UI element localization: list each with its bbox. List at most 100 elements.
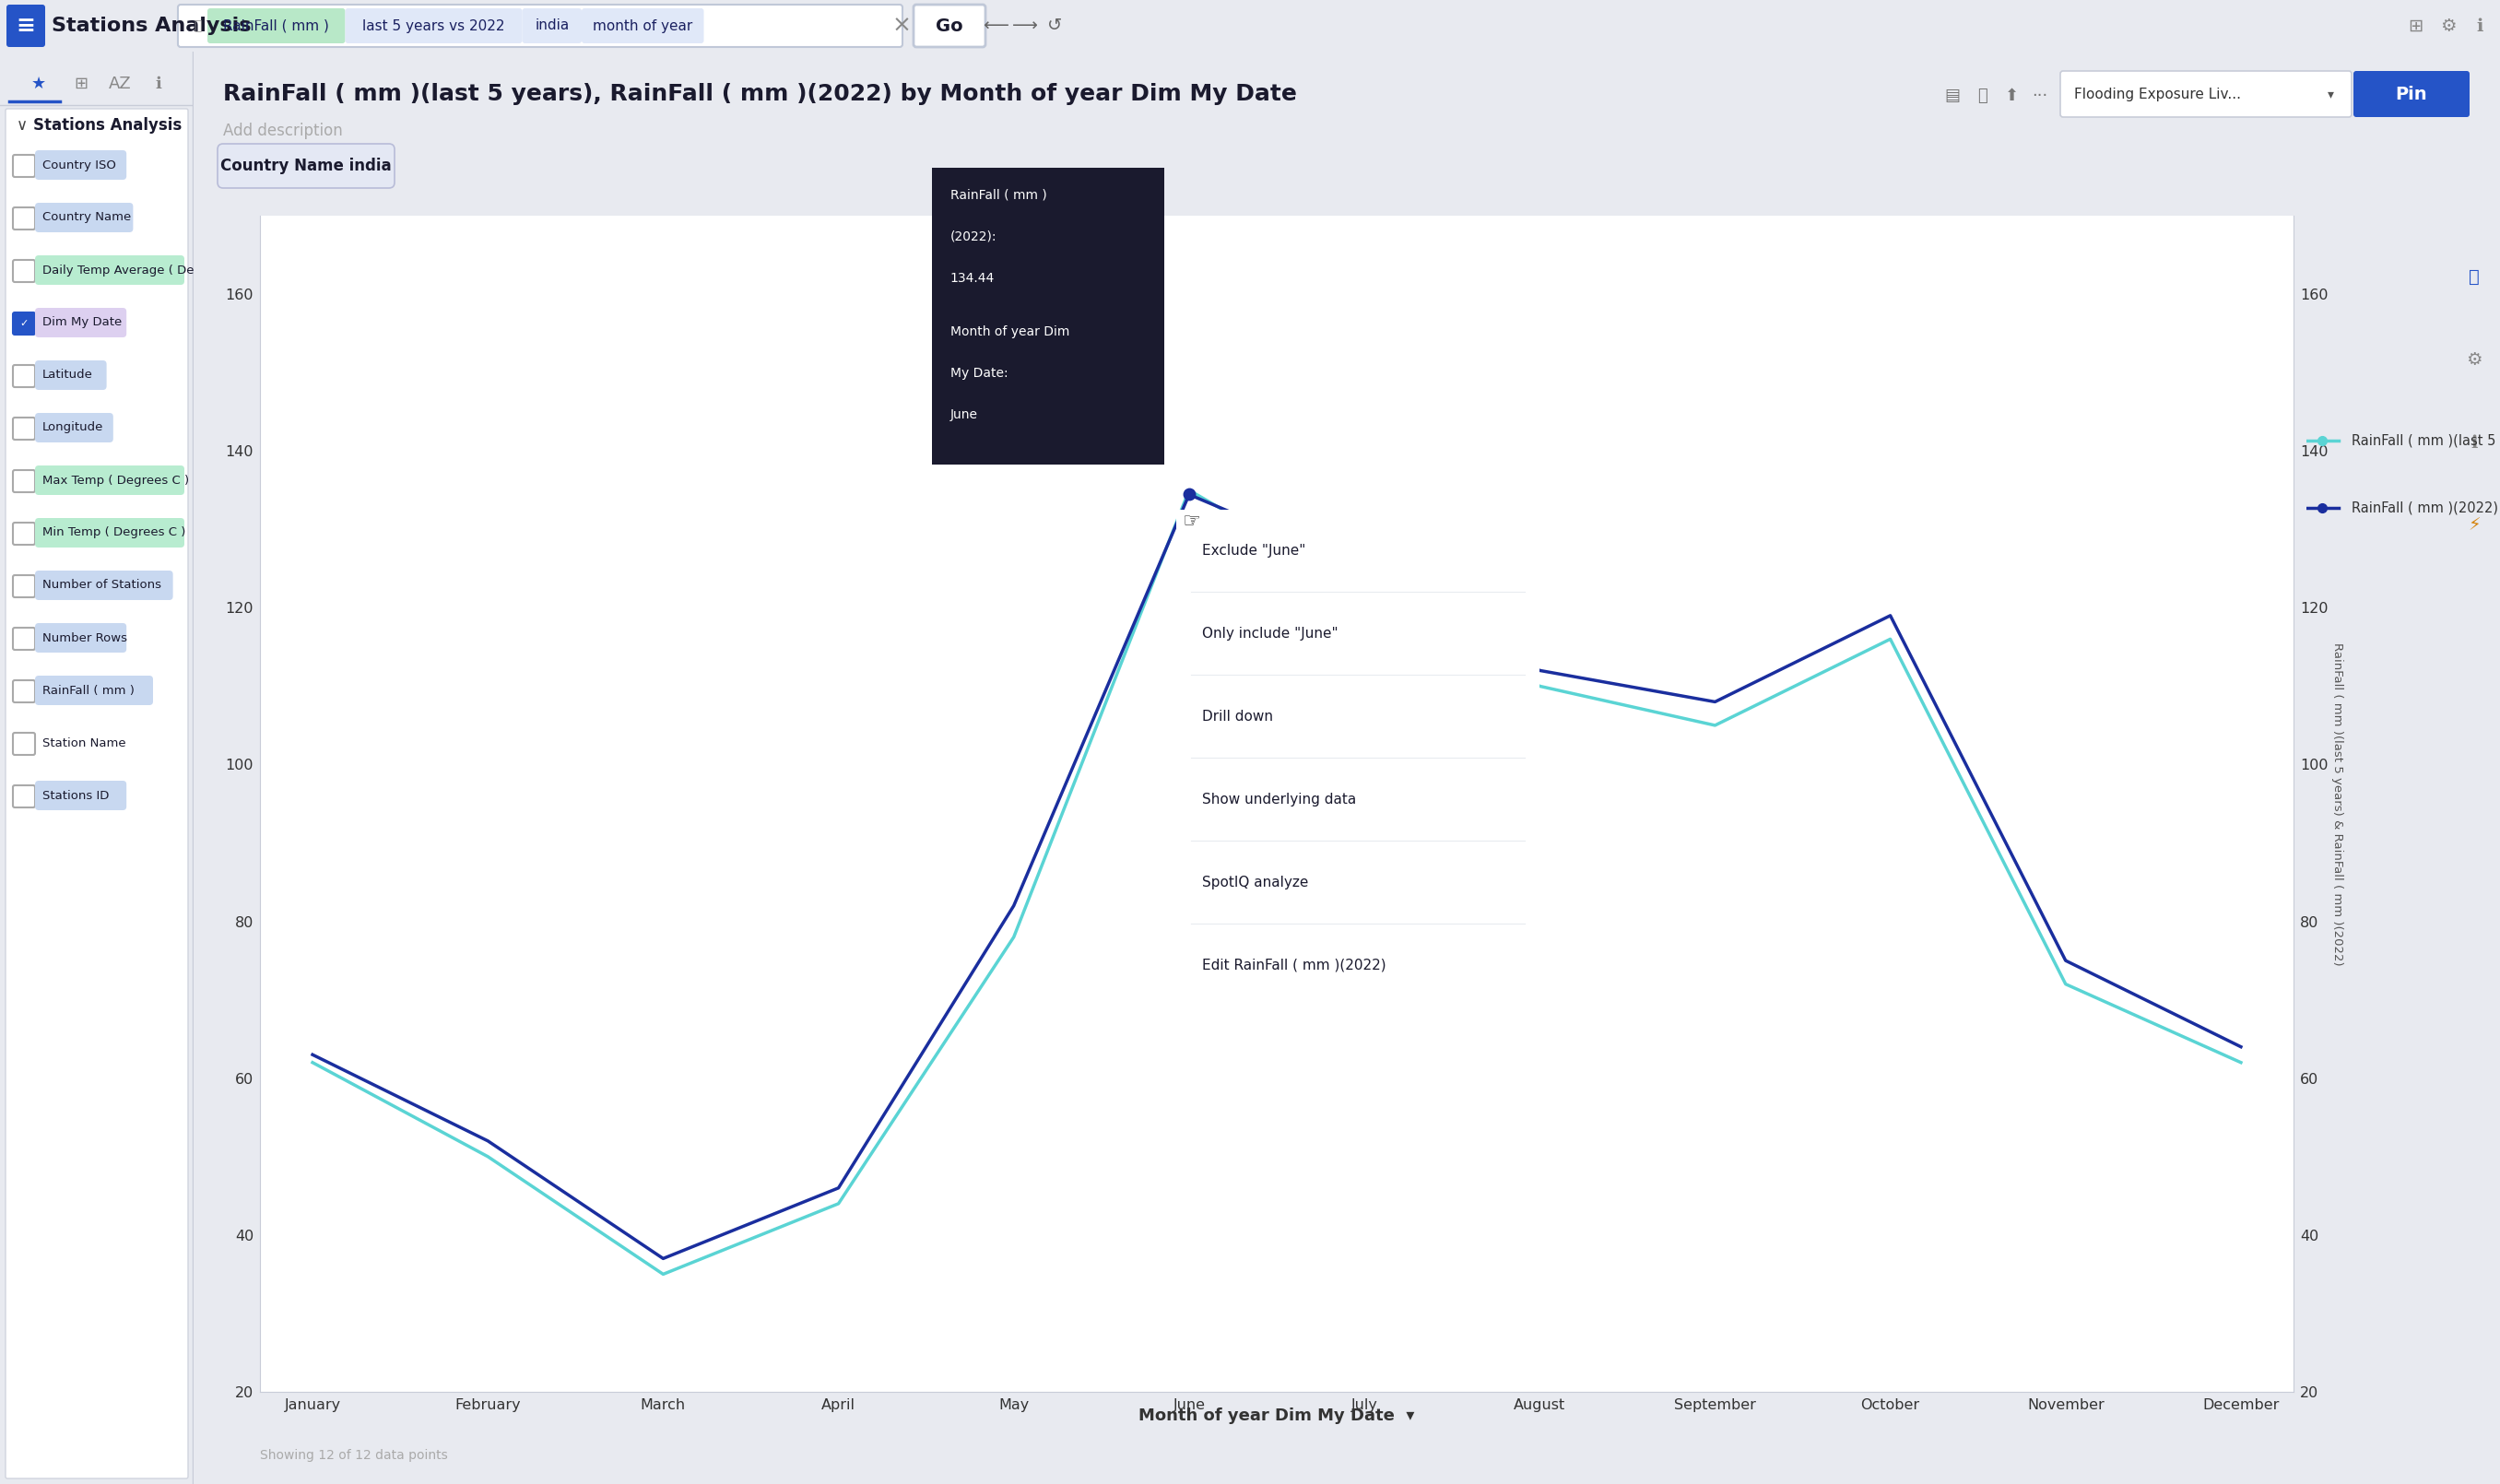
Text: Go: Go bbox=[935, 16, 963, 34]
FancyBboxPatch shape bbox=[35, 623, 128, 653]
Text: Min Temp ( Degrees C ): Min Temp ( Degrees C ) bbox=[43, 527, 185, 539]
FancyBboxPatch shape bbox=[12, 680, 35, 702]
FancyBboxPatch shape bbox=[35, 675, 152, 705]
Text: Flooding Exposure Liv...: Flooding Exposure Liv... bbox=[2075, 88, 2240, 101]
Text: ℹ: ℹ bbox=[155, 76, 162, 92]
Text: RainFall ( mm )(2022): RainFall ( mm )(2022) bbox=[2352, 500, 2498, 515]
Text: 📊: 📊 bbox=[2470, 267, 2480, 285]
Text: ≡: ≡ bbox=[15, 15, 35, 37]
FancyBboxPatch shape bbox=[35, 518, 185, 548]
FancyBboxPatch shape bbox=[12, 313, 35, 334]
Text: ⊞: ⊞ bbox=[2408, 16, 2422, 34]
FancyBboxPatch shape bbox=[12, 208, 35, 230]
FancyBboxPatch shape bbox=[12, 733, 35, 755]
FancyBboxPatch shape bbox=[345, 9, 522, 43]
Text: india: india bbox=[535, 19, 570, 33]
Text: Number of Stations: Number of Stations bbox=[43, 579, 163, 591]
Text: Number Rows: Number Rows bbox=[43, 632, 127, 644]
Text: June: June bbox=[950, 408, 978, 421]
FancyBboxPatch shape bbox=[925, 159, 1170, 473]
Text: Daily Temp Average ( Degr...: Daily Temp Average ( Degr... bbox=[43, 264, 217, 276]
Text: ⊞: ⊞ bbox=[75, 76, 88, 92]
Text: ⚙: ⚙ bbox=[2465, 350, 2482, 368]
Text: ▾: ▾ bbox=[2328, 88, 2332, 101]
Text: Country ISO: Country ISO bbox=[43, 159, 115, 171]
FancyBboxPatch shape bbox=[217, 144, 395, 188]
Text: ⟶: ⟶ bbox=[1013, 16, 1038, 34]
Y-axis label: RainFall ( mm )(last 5 years) & RainFall ( mm )(2022): RainFall ( mm )(last 5 years) & RainFall… bbox=[2332, 643, 2342, 966]
Text: Month of year Dim My Date  ▾: Month of year Dim My Date ▾ bbox=[1138, 1407, 1415, 1425]
Text: ☞: ☞ bbox=[1182, 513, 1200, 531]
Text: RainFall ( mm ): RainFall ( mm ) bbox=[43, 684, 135, 696]
Text: 📈: 📈 bbox=[1978, 88, 1987, 104]
FancyBboxPatch shape bbox=[12, 522, 35, 545]
Text: Longitude: Longitude bbox=[43, 421, 102, 433]
FancyBboxPatch shape bbox=[12, 470, 35, 493]
Text: Latitude: Latitude bbox=[43, 370, 92, 381]
Text: ℹ: ℹ bbox=[2478, 16, 2482, 34]
Text: Max Temp ( Degrees C ): Max Temp ( Degrees C ) bbox=[43, 475, 190, 487]
Text: SpotIQ analyze: SpotIQ analyze bbox=[1202, 876, 1308, 889]
FancyBboxPatch shape bbox=[2352, 71, 2470, 117]
Text: Month of year Dim: Month of year Dim bbox=[950, 325, 1070, 338]
Text: RainFall ( mm )(last 5 years): RainFall ( mm )(last 5 years) bbox=[2352, 433, 2500, 448]
FancyBboxPatch shape bbox=[12, 154, 35, 177]
Text: (2022):: (2022): bbox=[950, 230, 997, 243]
Text: ℹ: ℹ bbox=[2470, 433, 2478, 451]
Text: last 5 years vs 2022: last 5 years vs 2022 bbox=[362, 19, 505, 33]
FancyBboxPatch shape bbox=[12, 628, 35, 650]
Text: month of year: month of year bbox=[592, 19, 692, 33]
FancyBboxPatch shape bbox=[582, 9, 705, 43]
Text: Edit RainFall ( mm )(2022): Edit RainFall ( mm )(2022) bbox=[1202, 959, 1385, 972]
Text: ↺: ↺ bbox=[1048, 16, 1062, 34]
FancyBboxPatch shape bbox=[177, 4, 902, 47]
FancyBboxPatch shape bbox=[35, 203, 132, 233]
Text: ⟵: ⟵ bbox=[982, 16, 1008, 34]
FancyBboxPatch shape bbox=[35, 466, 185, 496]
Text: Add description: Add description bbox=[222, 123, 342, 139]
Text: ×: × bbox=[892, 15, 910, 37]
Text: My Date:: My Date: bbox=[950, 367, 1007, 380]
FancyBboxPatch shape bbox=[522, 9, 582, 43]
Text: ∨: ∨ bbox=[18, 117, 28, 134]
FancyBboxPatch shape bbox=[12, 417, 35, 439]
FancyBboxPatch shape bbox=[35, 781, 128, 810]
Text: RainFall ( mm ): RainFall ( mm ) bbox=[950, 188, 1048, 202]
Text: 🔍: 🔍 bbox=[192, 19, 202, 33]
Text: Dim My Date: Dim My Date bbox=[43, 316, 122, 328]
Text: Stations Analysis: Stations Analysis bbox=[32, 117, 182, 134]
Text: Pin: Pin bbox=[2395, 85, 2427, 102]
Text: Stations ID: Stations ID bbox=[43, 789, 110, 801]
Text: ⬆: ⬆ bbox=[2005, 88, 2018, 104]
Text: ⚡: ⚡ bbox=[2468, 516, 2480, 534]
FancyBboxPatch shape bbox=[5, 108, 188, 1478]
FancyBboxPatch shape bbox=[8, 4, 45, 47]
FancyBboxPatch shape bbox=[35, 413, 112, 442]
FancyBboxPatch shape bbox=[12, 576, 35, 597]
Text: ⚙: ⚙ bbox=[2440, 16, 2457, 34]
Text: Country Name: Country Name bbox=[43, 212, 130, 224]
Text: Only include "June": Only include "June" bbox=[1202, 626, 1338, 641]
Text: RainFall ( mm )(last 5 years), RainFall ( mm )(2022) by Month of year Dim My Dat: RainFall ( mm )(last 5 years), RainFall … bbox=[222, 83, 1298, 105]
Text: AZ: AZ bbox=[107, 76, 130, 92]
Text: ▤: ▤ bbox=[1945, 88, 1960, 104]
FancyBboxPatch shape bbox=[35, 150, 128, 180]
Text: 134.44: 134.44 bbox=[950, 272, 995, 285]
Text: Exclude "June": Exclude "June" bbox=[1202, 543, 1305, 558]
FancyBboxPatch shape bbox=[35, 361, 108, 390]
Text: ★: ★ bbox=[32, 76, 45, 92]
FancyBboxPatch shape bbox=[912, 4, 985, 47]
Text: Show underlying data: Show underlying data bbox=[1202, 792, 1355, 806]
Text: ✓: ✓ bbox=[20, 319, 28, 328]
Text: ···: ··· bbox=[2032, 88, 2047, 104]
Text: Drill down: Drill down bbox=[1202, 709, 1272, 723]
FancyBboxPatch shape bbox=[35, 570, 173, 600]
FancyBboxPatch shape bbox=[12, 365, 35, 387]
Text: RainFall ( mm ): RainFall ( mm ) bbox=[222, 19, 330, 33]
FancyBboxPatch shape bbox=[2060, 71, 2352, 117]
Text: Country Name india: Country Name india bbox=[220, 157, 392, 174]
FancyBboxPatch shape bbox=[12, 785, 35, 807]
FancyBboxPatch shape bbox=[208, 9, 345, 43]
FancyBboxPatch shape bbox=[35, 255, 185, 285]
Text: Stations Analysis: Stations Analysis bbox=[52, 16, 250, 36]
